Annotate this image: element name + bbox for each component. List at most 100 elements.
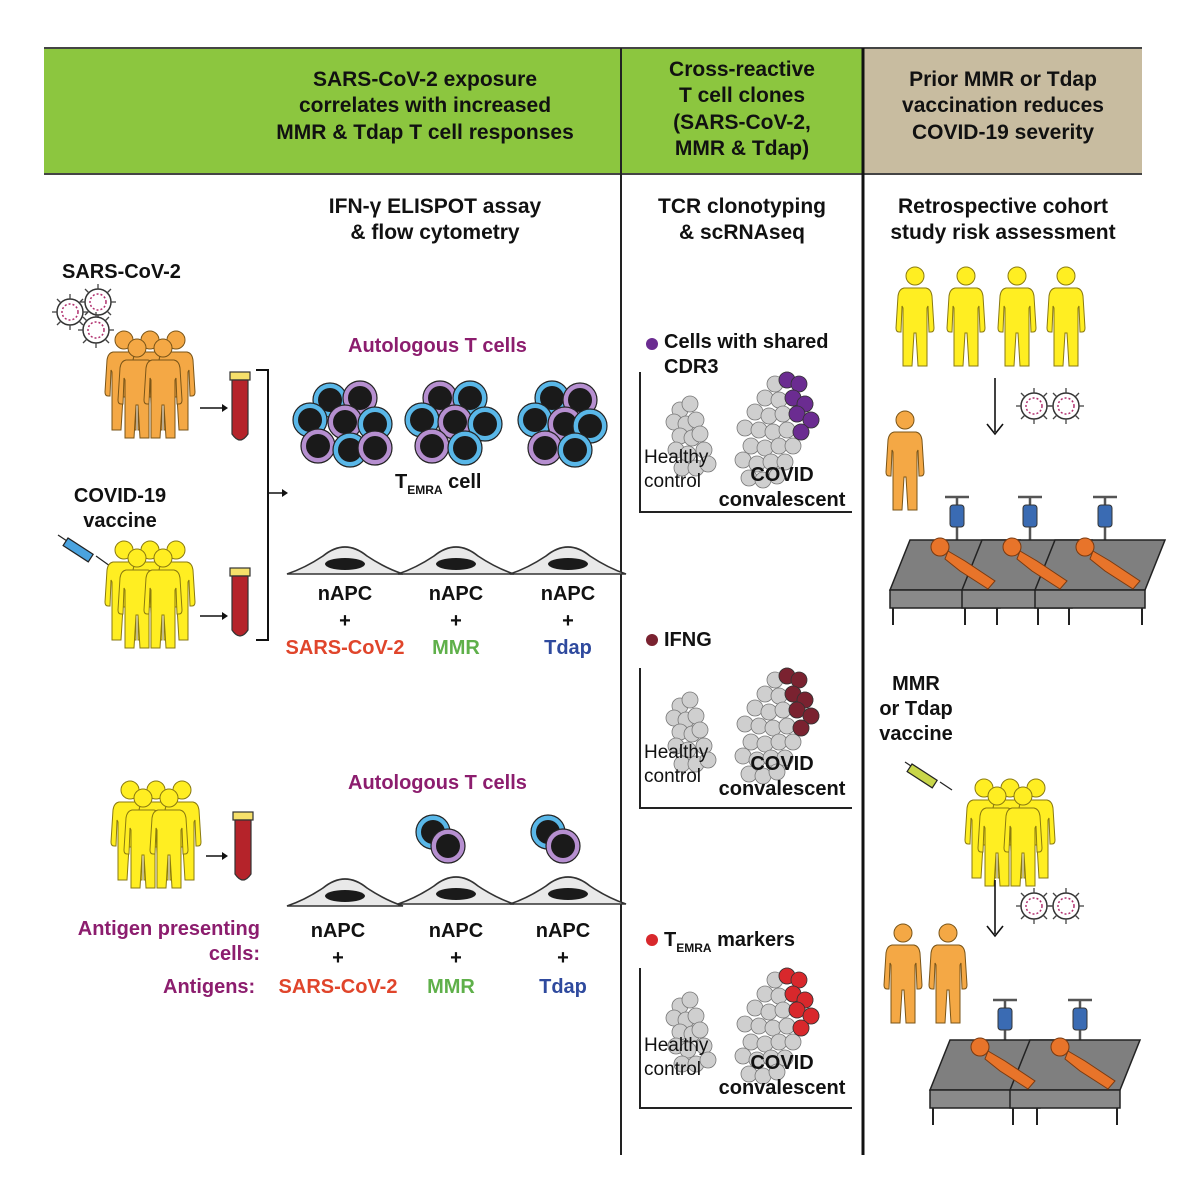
syringe-icon bbox=[904, 761, 953, 791]
autologous-tcells-bottom: Autologous T cells bbox=[348, 772, 527, 794]
cell-dot bbox=[742, 733, 760, 751]
syringe-icon bbox=[57, 534, 111, 567]
plot-axes bbox=[639, 668, 852, 809]
mmr-tdap-vaccine-label: MMR or Tdap vaccine bbox=[866, 672, 966, 747]
header-panel3-line: COVID-19 severity bbox=[911, 120, 1095, 144]
cell-dot bbox=[770, 1033, 788, 1051]
cohort-icon bbox=[895, 266, 1086, 367]
plot1-legend: Cells with shared CDR3 bbox=[664, 330, 829, 380]
vaccine-label: COVID-19 vaccine bbox=[50, 484, 190, 534]
apc-icon bbox=[286, 546, 404, 575]
legend-dot bbox=[646, 934, 658, 946]
header-tan bbox=[864, 48, 1142, 174]
cell-dot bbox=[699, 751, 717, 769]
plus-sign: + bbox=[450, 947, 462, 969]
antigen-mmr: MMR bbox=[427, 976, 475, 998]
highlighted-cell-dot bbox=[790, 671, 808, 689]
arrow-head bbox=[282, 489, 288, 497]
plot3-legend: TEMRA markers bbox=[664, 928, 795, 955]
covid-convalescent-label: COVID convalescent bbox=[712, 1051, 852, 1101]
blood-tube-icon bbox=[232, 811, 254, 881]
header-panel1-line: correlates with increased bbox=[298, 94, 552, 118]
apc-icon bbox=[509, 876, 627, 905]
cell-dot bbox=[746, 403, 764, 421]
cell-dot bbox=[774, 1001, 792, 1019]
plot3-legend-rest: markers bbox=[717, 929, 795, 951]
patient-standing-icon bbox=[885, 410, 925, 511]
plus-sign: + bbox=[557, 947, 569, 969]
highlighted-cell-dot bbox=[802, 707, 820, 725]
covid-line: convalescent bbox=[718, 1077, 846, 1099]
apc-icon bbox=[397, 876, 515, 905]
plus-sign: + bbox=[562, 610, 574, 632]
virus-icon bbox=[77, 311, 115, 349]
cell-dot bbox=[778, 421, 796, 439]
highlighted-cell-dot bbox=[802, 411, 820, 429]
healthy-line: control bbox=[644, 1058, 702, 1080]
virus-icon bbox=[1047, 887, 1085, 925]
virus-icon bbox=[1015, 387, 1053, 425]
tcell-pair bbox=[530, 814, 581, 864]
plot1-legend-line: CDR3 bbox=[664, 356, 719, 378]
cell-dot bbox=[756, 1035, 774, 1053]
apc-icon bbox=[397, 546, 515, 575]
antigen-sars: SARS-CoV-2 bbox=[278, 976, 398, 998]
cell-dot bbox=[778, 717, 796, 735]
cell-dot bbox=[764, 719, 782, 737]
cell-dot bbox=[750, 421, 768, 439]
cell-dot bbox=[691, 721, 709, 739]
vaccine-label-line: COVID-19 bbox=[73, 485, 167, 507]
retrospective-title-line: study risk assessment bbox=[890, 221, 1116, 245]
cell-dot bbox=[691, 425, 709, 443]
covid-line: COVID bbox=[750, 753, 814, 775]
healthy-line: Healthy bbox=[644, 742, 709, 763]
plot-axes bbox=[639, 372, 852, 513]
cell-dot bbox=[778, 1017, 796, 1035]
healthy-control-label: Healthy control bbox=[644, 446, 708, 494]
cell-dot bbox=[756, 985, 774, 1003]
antigen-tdap: Tdap bbox=[539, 976, 587, 998]
cell-dot bbox=[746, 699, 764, 717]
header-panel3-line: vaccination reduces bbox=[902, 94, 1104, 118]
cell-dot bbox=[681, 991, 699, 1009]
cell-dot bbox=[760, 407, 778, 425]
cell-dot bbox=[784, 1033, 802, 1051]
header-panel2-line: Cross-reactive bbox=[669, 58, 815, 81]
tcr-title: TCR clonotyping & scRNAseq bbox=[626, 194, 858, 247]
cell-dot bbox=[681, 691, 699, 709]
header-panel2-line: (SARS-CoV-2, bbox=[673, 110, 811, 134]
highlighted-cell-dot bbox=[792, 423, 810, 441]
vaccine-label-line: MMR bbox=[892, 673, 940, 695]
tcell-cluster bbox=[517, 380, 608, 468]
blood-tube-icon bbox=[229, 567, 251, 637]
antigen-mmr: MMR bbox=[432, 637, 480, 659]
header-panel1-line: MMR & Tdap T cell responses bbox=[276, 120, 574, 144]
cell-dot bbox=[770, 733, 788, 751]
cell-dot bbox=[776, 1049, 794, 1067]
header-green-left bbox=[44, 48, 620, 174]
patients-standing-icon bbox=[883, 923, 968, 1024]
cell-dot bbox=[679, 741, 697, 759]
vaccinated-cohort-icon bbox=[964, 778, 1056, 887]
highlighted-cell-dot bbox=[792, 719, 810, 737]
plot3-legend-subscript: EMRA bbox=[676, 941, 712, 955]
covid-convalescent-label: COVID convalescent bbox=[712, 463, 852, 513]
cell-dot bbox=[750, 1017, 768, 1035]
apc-label-line: Antigen presenting bbox=[77, 918, 260, 940]
napc-label: nAPC bbox=[317, 583, 373, 605]
vaccine-cohort-icon bbox=[104, 540, 196, 649]
arrow-head bbox=[222, 612, 228, 620]
cell-dot bbox=[736, 419, 754, 437]
plot2-legend: IFNG bbox=[664, 629, 712, 651]
cell-dot bbox=[746, 999, 764, 1017]
bracket bbox=[256, 369, 269, 641]
plus-sign: + bbox=[332, 947, 344, 969]
plot1-legend-line: Cells with shared bbox=[664, 331, 829, 353]
arrow-head bbox=[222, 852, 228, 860]
vaccine-label-line: vaccine bbox=[83, 510, 157, 532]
cell-dot bbox=[687, 411, 705, 429]
donor-cohort-icon bbox=[110, 780, 202, 889]
virus-icon bbox=[51, 293, 89, 331]
legend-dot bbox=[646, 338, 658, 350]
